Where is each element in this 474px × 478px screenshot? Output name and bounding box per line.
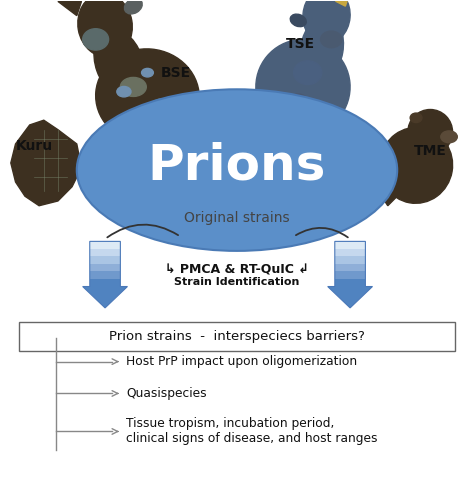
Text: TME: TME — [414, 144, 447, 158]
Ellipse shape — [441, 131, 457, 143]
Ellipse shape — [152, 99, 171, 113]
Polygon shape — [100, 0, 128, 1]
Ellipse shape — [120, 77, 146, 97]
Ellipse shape — [256, 39, 350, 134]
Polygon shape — [90, 279, 120, 286]
Polygon shape — [335, 264, 365, 272]
Ellipse shape — [125, 0, 142, 14]
Polygon shape — [335, 256, 365, 264]
Ellipse shape — [380, 127, 453, 203]
Ellipse shape — [300, 16, 344, 82]
Polygon shape — [90, 264, 120, 272]
Ellipse shape — [82, 29, 109, 50]
Text: Quasispecies: Quasispecies — [126, 387, 207, 400]
Text: Host PrP impact upon oligomerization: Host PrP impact upon oligomerization — [126, 355, 357, 368]
Polygon shape — [90, 272, 120, 279]
Polygon shape — [90, 256, 120, 264]
Text: TSE: TSE — [286, 37, 315, 51]
Ellipse shape — [77, 89, 397, 251]
Ellipse shape — [410, 113, 422, 122]
Polygon shape — [90, 241, 120, 249]
Ellipse shape — [96, 49, 199, 144]
Polygon shape — [335, 241, 365, 249]
Polygon shape — [335, 279, 365, 286]
Ellipse shape — [290, 14, 306, 27]
Polygon shape — [335, 272, 365, 279]
Text: Prions: Prions — [148, 141, 326, 189]
FancyBboxPatch shape — [19, 322, 455, 351]
Polygon shape — [11, 120, 82, 206]
Polygon shape — [336, 0, 355, 6]
Polygon shape — [82, 286, 128, 308]
Ellipse shape — [94, 29, 145, 98]
Polygon shape — [90, 249, 120, 256]
Polygon shape — [58, 1, 82, 16]
Ellipse shape — [142, 68, 154, 77]
Text: Original strains: Original strains — [184, 211, 290, 225]
Ellipse shape — [78, 0, 132, 57]
Ellipse shape — [293, 61, 322, 85]
Ellipse shape — [117, 87, 131, 97]
Polygon shape — [378, 177, 402, 206]
Text: Tissue tropism, incubation period,
clinical signs of disease, and host ranges: Tissue tropism, incubation period, clini… — [126, 417, 378, 445]
Text: Kuru: Kuru — [16, 139, 53, 153]
Text: Strain Identification: Strain Identification — [174, 277, 300, 287]
Text: ↳ PMCA & RT-QuIC ↲: ↳ PMCA & RT-QuIC ↲ — [165, 263, 309, 276]
Ellipse shape — [289, 94, 308, 109]
Text: Prion strains  -  interspeciecs barriers?: Prion strains - interspeciecs barriers? — [109, 330, 365, 343]
Ellipse shape — [303, 0, 350, 44]
Polygon shape — [335, 249, 365, 256]
Ellipse shape — [320, 31, 342, 48]
Text: BSE: BSE — [161, 65, 191, 80]
Polygon shape — [328, 286, 373, 308]
Ellipse shape — [408, 109, 453, 155]
